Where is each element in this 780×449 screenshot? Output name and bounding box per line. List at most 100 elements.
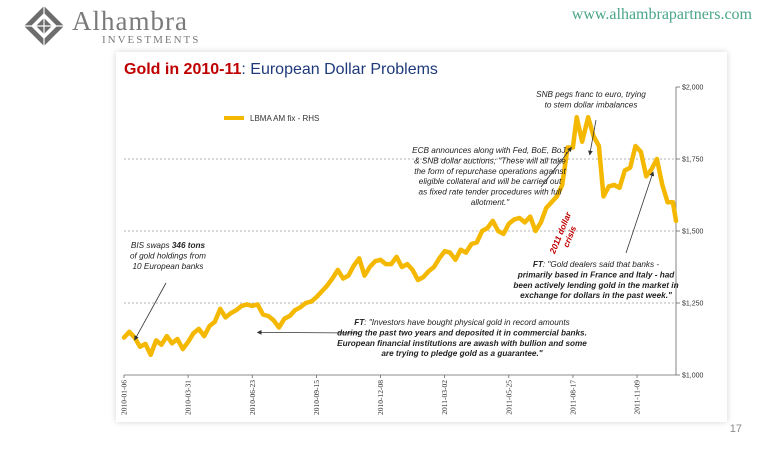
data-point-96 <box>634 145 637 147</box>
data-point-31 <box>289 315 291 317</box>
y-tick-label-3: $1,750 <box>682 157 704 164</box>
data-point-56 <box>422 276 424 278</box>
data-point-19 <box>224 316 227 318</box>
data-point-37 <box>321 290 323 293</box>
data-point-55 <box>417 279 419 281</box>
data-point-45 <box>363 275 366 277</box>
data-point-59 <box>438 257 440 259</box>
data-point-36 <box>315 296 317 298</box>
data-point-63 <box>460 249 462 251</box>
data-point-78 <box>540 221 542 223</box>
data-point-16 <box>208 325 211 327</box>
data-point-42 <box>347 275 350 277</box>
data-point-6 <box>155 339 157 342</box>
data-point-100 <box>656 158 658 160</box>
data-point-26 <box>262 313 264 316</box>
data-point-25 <box>257 303 259 306</box>
brand-name: Alhambra <box>72 6 188 36</box>
data-point-86 <box>581 141 583 143</box>
data-point-14 <box>198 328 200 330</box>
legend-label: LBMA AM fix - RHS <box>250 114 319 123</box>
chart-title-part1: Gold in 2010-11 <box>124 61 241 78</box>
data-point-71 <box>502 233 505 235</box>
annotation-ft2-arrow <box>625 171 655 254</box>
data-point-97 <box>640 151 642 153</box>
annotation-ft1-line-0: FT: "Investors have bought physical gold… <box>354 318 569 327</box>
chart-title-part2: : European Dollar Problems <box>241 61 438 78</box>
data-point-5 <box>150 354 152 356</box>
annotation-snb-line-0: SNB pegs franc to euro, trying <box>536 90 646 99</box>
data-point-53 <box>406 263 408 265</box>
data-point-20 <box>230 312 232 314</box>
data-point-54 <box>411 269 414 271</box>
data-point-32 <box>294 309 296 311</box>
chart-title: Gold in 2010-11: European Dollar Problem… <box>124 61 438 78</box>
data-point-35 <box>310 300 312 303</box>
x-tick-label-7: 2011-08-17 <box>568 380 577 415</box>
data-point-74 <box>518 217 521 219</box>
data-point-104 <box>675 220 677 222</box>
data-point-61 <box>449 252 451 254</box>
x-tick-label-8: 2011-11-09 <box>633 380 642 415</box>
data-point-84 <box>572 146 574 149</box>
y-tick-label-4: $2,000 <box>682 85 704 92</box>
alhambra-emblem-icon <box>24 6 64 46</box>
data-point-58 <box>433 266 435 268</box>
gold-price-chart: Gold in 2010-11: European Dollar Problem… <box>120 61 704 415</box>
brand-logo: Alhambra INVESTMENTS <box>22 4 232 48</box>
data-point-10 <box>176 338 179 340</box>
annotation-ecb-line-5: allotment." <box>471 198 510 207</box>
annotation-ft2-line-1: primarily based in France and Italy - ha… <box>517 270 676 279</box>
data-point-77 <box>534 230 537 232</box>
data-point-72 <box>508 223 510 225</box>
data-point-101 <box>661 184 663 186</box>
x-tick-label-6: 2011-05-25 <box>504 380 513 415</box>
data-point-17 <box>214 321 216 323</box>
data-point-34 <box>305 302 307 304</box>
page-number: 17 <box>729 423 742 435</box>
data-point-15 <box>203 335 205 337</box>
data-point-92 <box>613 184 615 186</box>
annotation-ft2-line-2: been actively lending gold in the market… <box>513 281 678 290</box>
data-point-99 <box>650 168 653 170</box>
data-point-49 <box>385 263 387 265</box>
annotation-ft1-line-3: are trying to pledge gold as a guarantee… <box>381 349 542 358</box>
data-point-76 <box>529 216 531 218</box>
x-tick-label-3: 2010-09-15 <box>312 380 321 415</box>
annotation-ft2-line-3: exchange for dollars in the past week." <box>520 291 672 300</box>
chart-legend: LBMA AM fix - RHS <box>224 114 319 123</box>
data-point-79 <box>545 207 547 209</box>
data-point-9 <box>171 342 173 344</box>
data-point-27 <box>267 315 269 317</box>
annotation-bis-line-2: 10 European banks <box>132 262 203 271</box>
x-tick-label-2: 2010-06-23 <box>248 380 257 415</box>
annotation-ft2: FT: "Gold dealers said that banks -prima… <box>513 171 679 300</box>
chart-panel: Gold in 2010-11: European Dollar Problem… <box>116 52 727 422</box>
data-point-94 <box>624 169 626 172</box>
data-point-98 <box>645 175 647 177</box>
website-url[interactable]: www.alhambrapartners.com <box>571 6 752 23</box>
data-point-46 <box>369 266 371 268</box>
data-point-69 <box>492 220 494 222</box>
data-point-95 <box>629 167 631 169</box>
x-tick-label-1: 2010-03-31 <box>184 380 193 415</box>
data-point-18 <box>219 308 221 310</box>
x-tick-label-0: 2010-01-06 <box>120 380 129 415</box>
data-point-51 <box>395 256 398 258</box>
data-point-65 <box>470 243 472 245</box>
data-point-11 <box>182 348 184 350</box>
data-point-8 <box>166 335 168 337</box>
data-point-57 <box>428 270 430 272</box>
x-tick-label-5: 2011-03-02 <box>440 380 449 415</box>
data-point-91 <box>608 185 610 187</box>
data-point-39 <box>331 277 334 280</box>
data-point-70 <box>497 230 499 232</box>
brand-subtitle: INVESTMENTS <box>102 34 201 46</box>
data-point-24 <box>251 305 253 307</box>
data-point-40 <box>337 269 339 271</box>
y-tick-label-1: $1,250 <box>682 301 704 308</box>
data-point-64 <box>465 252 467 254</box>
data-point-7 <box>160 344 163 346</box>
data-point-75 <box>524 221 526 223</box>
data-point-4 <box>144 343 146 345</box>
